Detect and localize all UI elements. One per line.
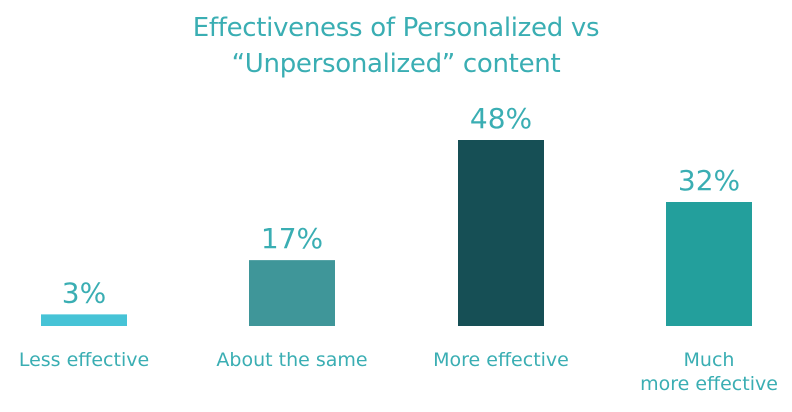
category-label-4-line-1: Much	[684, 349, 735, 371]
bar-1	[41, 314, 127, 326]
bar-4	[666, 202, 752, 326]
value-label-3: 48%	[470, 102, 532, 135]
category-label-1: Less effective	[19, 349, 149, 371]
chart-title-line-2: “Unpersonalized” content	[231, 49, 561, 79]
category-label-3: More effective	[433, 349, 569, 371]
value-label-4: 32%	[678, 164, 740, 197]
category-label-4-line-2: more effective	[640, 373, 778, 395]
chart-title-line-1: Effectiveness of Personalized vs	[192, 13, 600, 43]
chart-title: Effectiveness of Personalized vs “Unpers…	[0, 10, 792, 82]
value-label-2: 17%	[261, 222, 323, 255]
category-label-2: About the same	[216, 349, 367, 371]
value-label-1: 3%	[62, 276, 106, 309]
bar-2	[249, 260, 335, 326]
bar-3	[458, 140, 544, 326]
